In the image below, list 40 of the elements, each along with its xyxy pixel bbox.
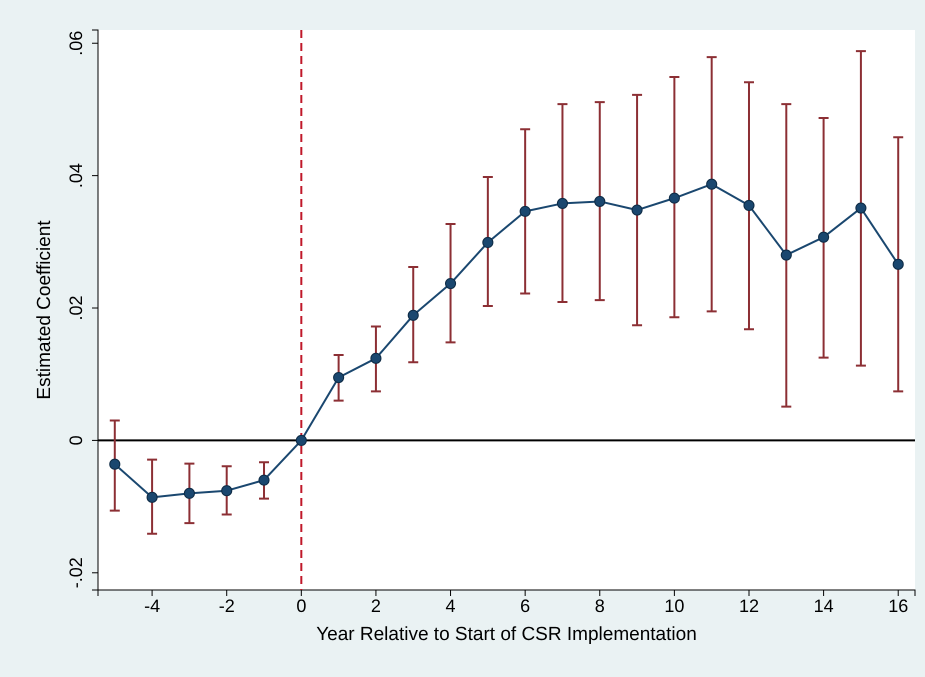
- point: [668, 192, 680, 204]
- x-tick-label: 8: [594, 596, 605, 616]
- y-axis-title: Estimated Coefficient: [34, 220, 55, 400]
- point: [408, 310, 419, 321]
- x-axis-title: Year Relative to Start of CSR Implementation: [316, 624, 697, 645]
- point: [184, 488, 195, 499]
- point: [855, 202, 866, 214]
- y-tick-label: .04: [66, 163, 86, 188]
- point: [632, 204, 643, 216]
- point: [258, 474, 270, 486]
- point: [146, 492, 158, 503]
- x-tick-label: 10: [664, 596, 684, 616]
- point: [594, 196, 606, 207]
- x-tick-label: 0: [296, 596, 306, 616]
- point: [706, 178, 718, 190]
- x-tick-label: 16: [888, 596, 908, 616]
- point: [556, 198, 568, 209]
- point: [892, 258, 904, 270]
- x-tick-label: -2: [218, 596, 235, 616]
- point: [370, 352, 382, 364]
- point: [109, 458, 120, 470]
- point: [780, 250, 792, 261]
- y-tick-label: -.02: [66, 557, 86, 588]
- x-tick-label: 12: [738, 596, 760, 616]
- point: [333, 372, 344, 384]
- point: [444, 278, 456, 290]
- y-tick-label: 0: [66, 435, 86, 446]
- point: [743, 200, 755, 211]
- point: [520, 206, 531, 217]
- x-tick-label: 4: [446, 596, 456, 616]
- x-tick-label: -4: [144, 596, 160, 616]
- x-tick-label: 14: [814, 596, 834, 616]
- point: [818, 232, 830, 243]
- point: [296, 434, 307, 446]
- y-tick-label: .02: [66, 296, 86, 321]
- x-tick-label: 2: [370, 596, 381, 616]
- point: [221, 485, 232, 496]
- x-tick-label: 6: [520, 596, 530, 616]
- point: [482, 236, 494, 248]
- y-tick-label: .06: [66, 30, 86, 56]
